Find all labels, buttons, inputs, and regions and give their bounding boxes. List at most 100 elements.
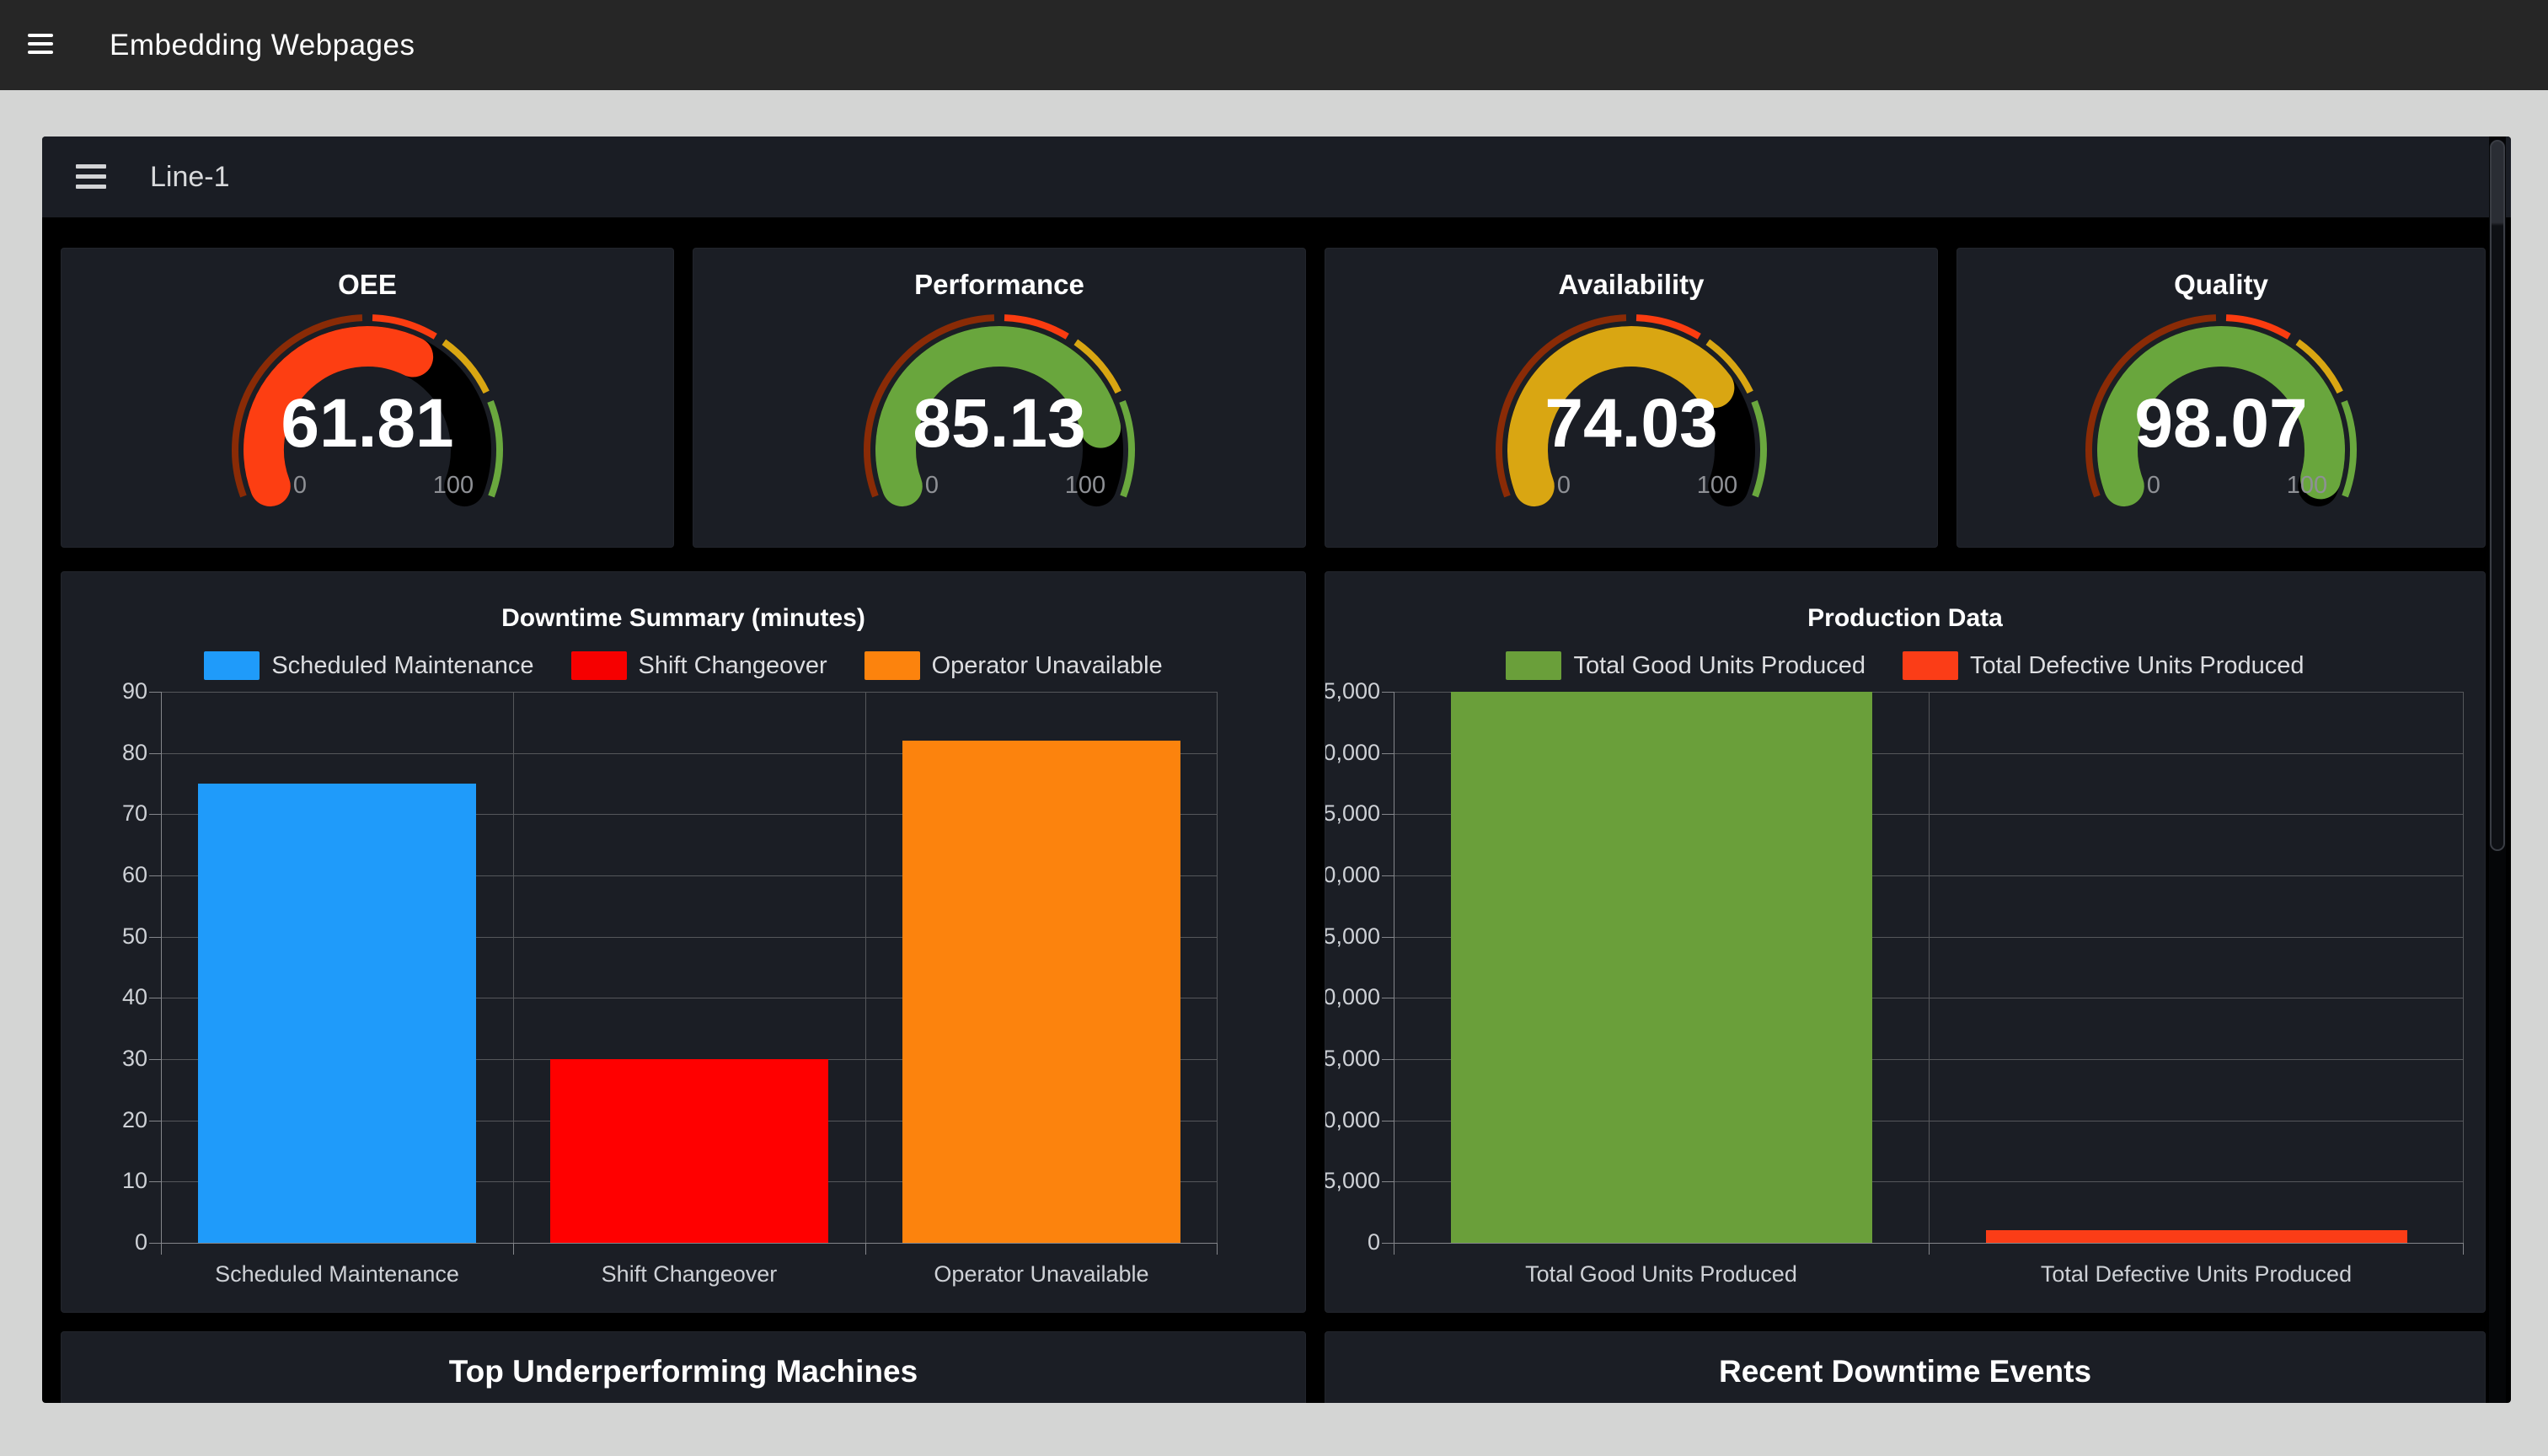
legend-swatch-icon	[1903, 651, 1959, 680]
y-tick-label: 10,000	[1325, 1106, 1380, 1132]
gridline	[161, 752, 1218, 754]
x-axis-tick	[2463, 1243, 2464, 1255]
gauge-min-label: 0	[2146, 472, 2161, 499]
gridline	[161, 936, 1218, 938]
panel-downtime-summary: Downtime Summary (minutes) Scheduled Mai…	[61, 571, 1306, 1313]
gridline	[161, 692, 1218, 693]
bar-scheduled-maintenance[interactable]	[198, 784, 476, 1243]
chart-legend-production: Total Good Units Produced Total Defective…	[1325, 651, 2485, 680]
y-axis-tick	[1382, 752, 1394, 754]
y-axis-tick	[149, 1059, 161, 1060]
panel-recent-downtime-events: Recent Downtime Events	[1325, 1331, 2486, 1403]
legend-item[interactable]: Total Good Units Produced	[1506, 651, 1866, 680]
chart-plot-downtime: 0 10 20 30 40 50 60 70 80 90 Scheduled Maintenance…	[122, 678, 1218, 1287]
legend-label: Scheduled Maintenance	[271, 651, 534, 679]
y-tick-label: 5,000	[1325, 1168, 1380, 1194]
panel-title-top-underperforming: Top Underperforming Machines	[448, 1354, 918, 1389]
dashboard-scrollbar-track[interactable]	[2489, 136, 2506, 1403]
y-axis-tick	[149, 814, 161, 816]
x-axis-tick	[1929, 1243, 1930, 1255]
legend-label: Total Good Units Produced	[1573, 651, 1866, 679]
y-tick-label: 50	[121, 923, 147, 949]
panel-title-recent-downtime: Recent Downtime Events	[1718, 1354, 2092, 1389]
gridline	[513, 692, 514, 1243]
panel-quality: Quality 98.07 0 100	[1956, 248, 2486, 548]
bar-shift-changeover[interactable]	[550, 1059, 828, 1243]
y-axis-tick	[149, 1243, 161, 1244]
x-tick-label: Total Defective Units Produced	[2040, 1261, 2353, 1287]
legend-item[interactable]: Shift Changeover	[570, 651, 827, 680]
dashboard-scrollbar-thumb[interactable]	[2490, 140, 2505, 851]
gridline	[1929, 692, 1930, 1243]
gauge-value-quality: 98.07	[2134, 385, 2308, 462]
legend-swatch-icon	[570, 651, 627, 680]
legend-swatch-icon	[1506, 651, 1562, 680]
y-axis-tick	[149, 752, 161, 754]
y-tick-label: 20,000	[1325, 984, 1380, 1010]
app-title: Embedding Webpages	[110, 29, 415, 62]
y-tick-label: 40	[121, 984, 147, 1010]
gridline	[1217, 692, 1218, 1243]
x-axis-tick	[865, 1243, 866, 1255]
gridline	[865, 692, 866, 1243]
chart-title-production: Production Data	[1807, 604, 2003, 632]
app-bar: Embedding Webpages	[0, 0, 2548, 90]
y-axis-tick	[149, 692, 161, 693]
gauge-max-label: 100	[1696, 472, 1738, 499]
y-tick-label: 30	[121, 1046, 147, 1071]
x-axis-line	[161, 1243, 1218, 1244]
y-tick-label: 25,000	[1325, 923, 1380, 949]
gridline	[2463, 692, 2464, 1243]
legend-item[interactable]: Total Defective Units Produced	[1903, 651, 2304, 680]
y-axis-tick	[1382, 692, 1394, 693]
y-tick-label: 60	[121, 862, 147, 887]
y-axis-tick	[1382, 1243, 1394, 1244]
x-axis-tick	[161, 1243, 162, 1255]
gauge-max-label: 100	[1064, 472, 1106, 499]
gauge-arc-performance	[864, 314, 1135, 507]
legend-label: Total Defective Units Produced	[1970, 651, 2304, 679]
legend-item[interactable]: Scheduled Maintenance	[204, 651, 534, 680]
y-axis-tick	[1382, 936, 1394, 938]
gauge-arc-oee	[232, 314, 503, 507]
gauge-title-performance: Performance	[914, 269, 1084, 300]
x-axis-tick	[513, 1243, 514, 1255]
gauge-value-oee: 61.81	[281, 385, 454, 462]
panel-production-data: Production Data Total Good Units Produce…	[1325, 571, 2486, 1313]
dashboard-menu-icon[interactable]	[76, 164, 106, 189]
y-tick-label: 80	[121, 739, 147, 765]
y-tick-label: 70	[121, 800, 147, 827]
bar-operator-unavailable[interactable]	[902, 741, 1180, 1243]
bar-total-good-units-produced[interactable]	[1450, 692, 1872, 1243]
legend-item[interactable]: Operator Unavailable	[864, 651, 1163, 680]
x-tick-label: Shift Changeover	[601, 1261, 778, 1287]
y-tick-label: 0	[1367, 1229, 1380, 1255]
dashboard-title: Line-1	[150, 161, 230, 193]
gridline	[161, 814, 1218, 816]
dashboard-frame: Line-1 OEE 61.81 0 100 Performance 85.13 0 1…	[42, 136, 2511, 1403]
gauge-value-availability: 74.03	[1544, 385, 1718, 462]
gauge-title-availability: Availability	[1558, 269, 1705, 300]
gauge-arc-availability	[1496, 314, 1767, 507]
panel-top-underperforming-machines: Top Underperforming Machines	[61, 1331, 1306, 1403]
y-axis-tick	[1382, 814, 1394, 816]
y-tick-label: 35,000	[1325, 800, 1380, 827]
y-axis-tick	[1382, 1181, 1394, 1183]
x-tick-label: Scheduled Maintenance	[215, 1261, 459, 1287]
y-tick-label: 45,000	[1325, 678, 1380, 704]
y-tick-label: 30,000	[1325, 862, 1380, 887]
y-tick-label: 15,000	[1325, 1046, 1380, 1071]
y-axis-tick	[1382, 875, 1394, 876]
dashboard-header: Line-1	[42, 136, 2511, 217]
legend-label: Shift Changeover	[638, 651, 827, 679]
gridline	[161, 875, 1218, 876]
gauge-max-label: 100	[432, 472, 474, 499]
bar-total-defective-units-produced[interactable]	[1985, 1230, 2407, 1243]
gauge-value-performance: 85.13	[913, 385, 1086, 462]
panel-oee: OEE 61.81 0 100	[61, 248, 674, 548]
app-menu-icon[interactable]	[28, 34, 53, 56]
chart-plot-production: 0 5,000 10,000 15,000 20,000 25,000 30,000 35,0…	[1325, 678, 2464, 1287]
y-tick-label: 90	[121, 678, 147, 704]
y-tick-label: 0	[134, 1229, 147, 1255]
panel-availability: Availability 74.03 0 100	[1325, 248, 1938, 548]
